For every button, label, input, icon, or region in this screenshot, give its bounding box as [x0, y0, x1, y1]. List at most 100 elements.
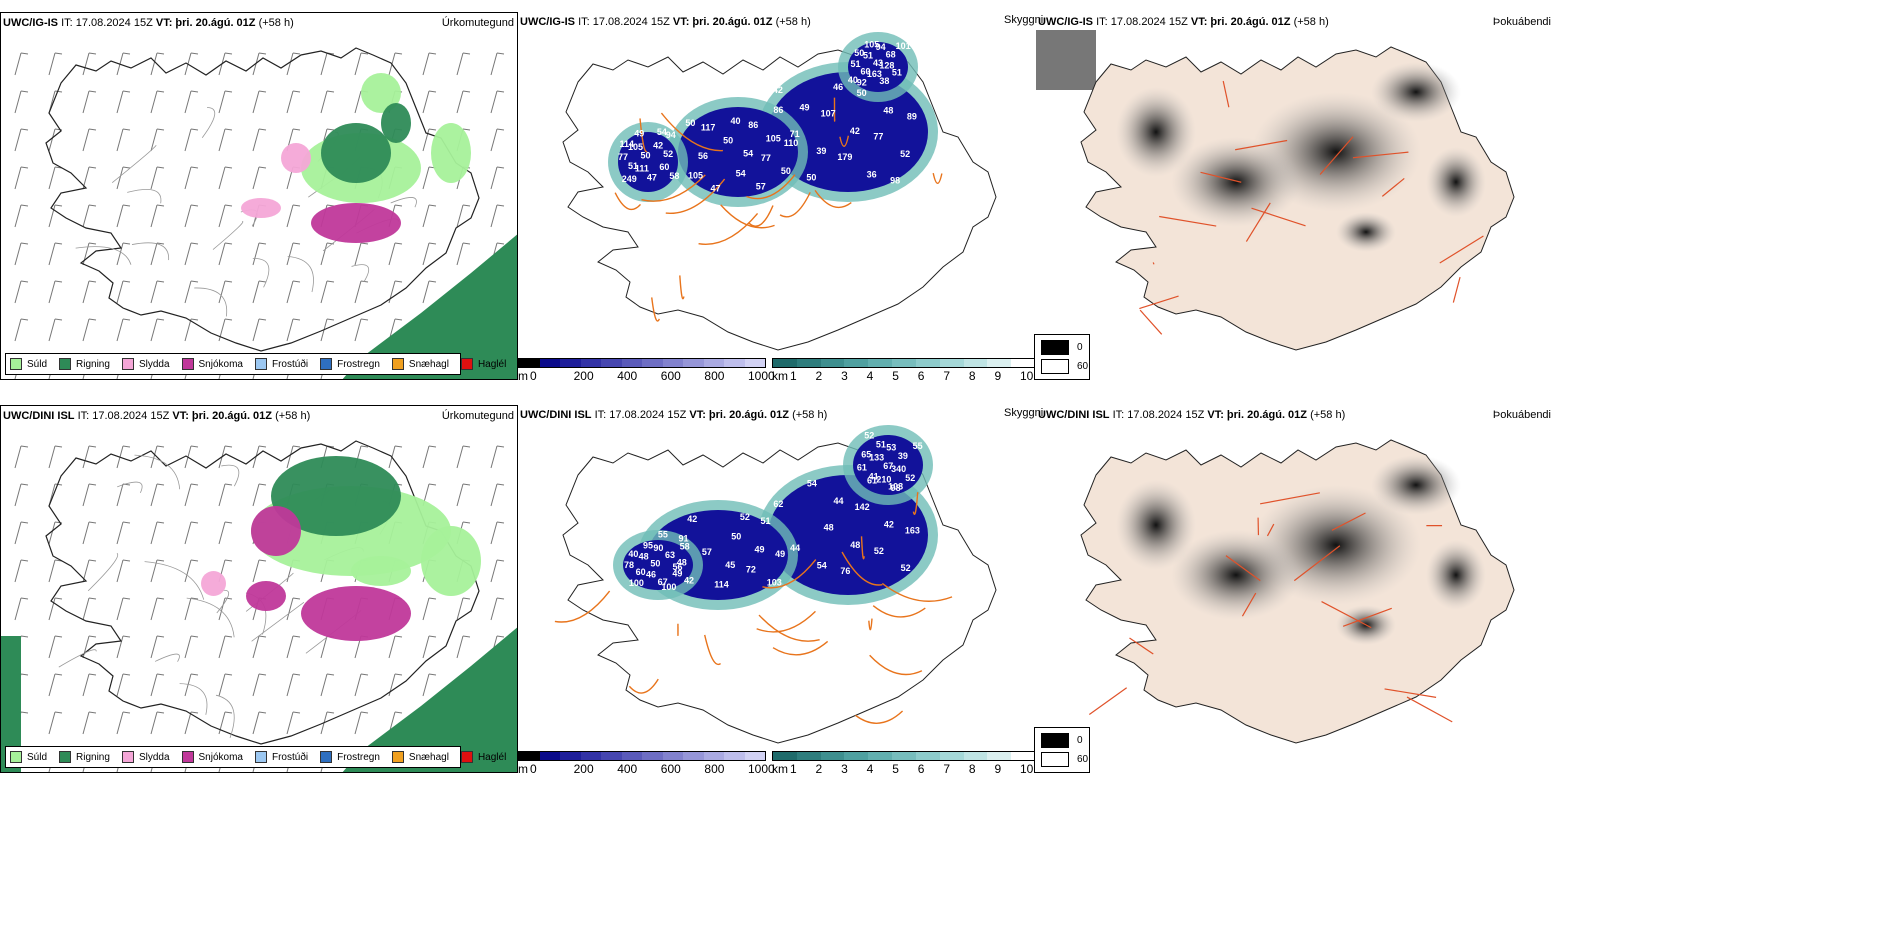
road-line [201, 107, 216, 138]
visibility-value-label: 42 [884, 519, 894, 529]
visibility-value-label: 110 [784, 138, 799, 148]
legend-swatch [59, 358, 72, 370]
visibility-value-label: 111 [635, 164, 649, 174]
valid-label: VT: [689, 409, 706, 421]
fog-area-sea [1036, 30, 1096, 90]
fog-area [1171, 137, 1301, 227]
scale-cell [703, 752, 724, 760]
road-line [287, 255, 314, 293]
scale-tick-label: 4 [866, 369, 874, 380]
visibility-value-label: 340 [891, 464, 906, 474]
visibility-value-label: 77 [873, 132, 883, 142]
scale-cell [621, 752, 642, 760]
visibility-value-label: 163 [867, 69, 882, 79]
legend-swatch [460, 751, 473, 763]
scale-tick-label: 400 [617, 762, 638, 773]
wind-barb [490, 90, 505, 114]
visibility-value-label: 42 [773, 85, 783, 95]
wind-barb [354, 52, 369, 76]
wind-barb [150, 673, 165, 697]
scale-tick-label: 9 [994, 369, 1002, 380]
wind-barb [252, 166, 267, 190]
panel-title: Þokuábendi [1492, 409, 1551, 421]
wind-barb [422, 128, 437, 152]
scale-tick-label: 600 [660, 369, 681, 380]
road-line [779, 192, 811, 218]
legend-swatch [121, 751, 134, 763]
road-line [746, 174, 796, 200]
road-line [912, 492, 919, 515]
wind-barb [456, 483, 471, 507]
precip-legend-item: Frostregn [320, 751, 380, 763]
road-line [1235, 139, 1288, 151]
visibility-value-label: 40 [731, 116, 741, 126]
scale-tick-label: 600 [660, 762, 681, 773]
scale-tick-label: 200 [573, 762, 594, 773]
visibility-value-label: 105 [766, 133, 781, 143]
wind-barb [218, 280, 233, 304]
scale-cell [580, 752, 601, 760]
fog-panel-top: UWC/IG-IS IT: 17.08.2024 15Z VT: þri. 20… [1036, 12, 1554, 380]
scale-tick-label: 2 [815, 762, 823, 773]
visibility-value-label: 50 [650, 559, 660, 569]
road-line [665, 178, 726, 214]
wind-barb [14, 597, 29, 621]
road-line [1293, 545, 1341, 582]
panel-title: Úrkomutegund [441, 17, 514, 29]
visibility-value-label: 57 [702, 547, 712, 557]
fog-area [1171, 530, 1301, 620]
scale-labels: km 1 2 3 4 5 6 7 8 9 10 [772, 368, 1036, 380]
road-line [1384, 688, 1437, 698]
wind-barb [354, 673, 369, 697]
wind-barb [218, 204, 233, 228]
visibility-value-label: 72 [746, 564, 756, 574]
precip-type-panel-top: UWC/IG-IS IT: 17.08.2024 15Z VT: þri. 20… [0, 12, 518, 380]
wind-barb [286, 635, 301, 659]
wind-barb [320, 280, 335, 304]
wind-barb [14, 445, 29, 469]
wind-barb [456, 52, 471, 76]
visibility-value-label: 48 [639, 551, 649, 561]
visibility-value-label: 105 [628, 142, 643, 152]
visibility-value-label: 53 [886, 442, 896, 452]
wind-barb [422, 242, 437, 266]
valid-time: þri. 20.ágú. 01Z [175, 17, 256, 29]
wind-barb [116, 128, 131, 152]
fog-map [1036, 30, 1515, 351]
wind-barb [184, 673, 199, 697]
legend-label: Haglél [477, 358, 507, 370]
visibility-area-m [618, 132, 678, 192]
lead-time: (+58 h) [258, 17, 294, 29]
wind-barb [320, 673, 335, 697]
precip-legend-item: Frostregn [320, 358, 380, 370]
wind-barb [286, 90, 301, 114]
road-line [641, 174, 706, 202]
visibility-value-label: 40 [628, 549, 638, 559]
road-line [252, 257, 270, 288]
fog-area [1426, 147, 1486, 217]
road-line [1200, 171, 1242, 183]
wind-barb [218, 242, 233, 266]
scale-tick-label: 0 [530, 369, 537, 380]
fog-panel-bottom: UWC/DINI ISL IT: 17.08.2024 15Z VT: þri.… [1036, 405, 1554, 773]
wind-barb [14, 52, 29, 76]
wind-barb [184, 635, 199, 659]
road-line [179, 683, 208, 715]
visibility-value-label: 48 [677, 557, 687, 567]
visibility-value-label: 94 [666, 130, 676, 140]
visibility-scale-km: km 1 2 3 4 5 6 7 8 9 10 [772, 751, 1036, 773]
legend-label: 60 [1077, 361, 1089, 372]
scale-cell [683, 752, 704, 760]
precip-type-panel-bottom: UWC/DINI ISL IT: 17.08.2024 15Z VT: þri.… [0, 405, 518, 773]
legend-swatch [254, 358, 267, 370]
scale-tick-label: 1000 [748, 369, 775, 380]
precip-area [301, 586, 411, 641]
wind-barb [48, 166, 63, 190]
road-line [1319, 136, 1354, 175]
road-line [1139, 309, 1163, 335]
scale-tick-label: 6 [917, 369, 925, 380]
precip-legend-item: Súld [10, 751, 47, 763]
wind-barb [184, 204, 199, 228]
scale-tick-label: 800 [704, 369, 725, 380]
fog-area [1336, 212, 1396, 252]
